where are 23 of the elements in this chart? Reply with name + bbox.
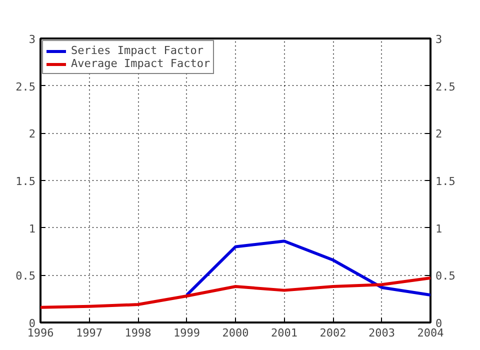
y-tick-label: 1 — [28, 222, 36, 236]
x-tick-label: 2000 — [222, 326, 249, 340]
y-tick-label: 0.5 — [16, 270, 36, 283]
x-tick-label: 1999 — [174, 326, 200, 340]
y2-tick-label: 0.5 — [436, 270, 456, 283]
line-series — [185, 240, 430, 297]
x-tick-label: 2001 — [271, 326, 298, 340]
y-tick-label: 3 — [28, 33, 36, 46]
y2-tick-label: 2 — [436, 128, 442, 141]
legend-label: Series Impact Factor — [71, 44, 204, 57]
y2-tick-label: 1 — [436, 222, 442, 236]
x-tick-label: 2002 — [320, 326, 346, 340]
y-tick-label: 2.5 — [16, 80, 36, 94]
x-tick-label: 2003 — [368, 326, 396, 340]
x-tick-label: 1997 — [76, 326, 103, 340]
y2-tick-label: 3 — [436, 33, 442, 46]
x-tick-label: 1998 — [124, 326, 152, 340]
y2-tick-label: 2.5 — [436, 80, 456, 94]
line-series — [40, 276, 430, 309]
y2-tick-label: 1.5 — [436, 175, 456, 188]
y-tick-label: 2 — [28, 128, 36, 141]
legend-label: Average Impact Factor — [71, 57, 210, 70]
y-tick-label: 1.5 — [16, 175, 36, 188]
